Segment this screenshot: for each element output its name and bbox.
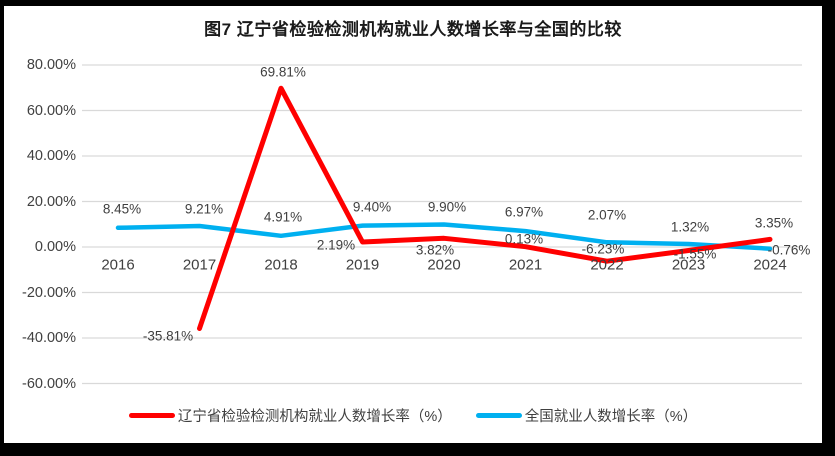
x-axis-tick-label: 2016 bbox=[101, 256, 135, 274]
y-axis-tick-label: -20.00% bbox=[21, 284, 76, 301]
x-axis-tick-label: 2020 bbox=[427, 256, 461, 274]
national-series-line bbox=[115, 222, 773, 251]
y-axis-tick-label: -60.00% bbox=[21, 375, 76, 392]
x-axis-tick-label: 2022 bbox=[590, 256, 624, 274]
data-label: -35.81% bbox=[142, 328, 194, 344]
data-label: 9.21% bbox=[184, 201, 224, 217]
legend: 辽宁省检验检测机构就业人数增长率（%） 全国就业人数增长率（%） bbox=[4, 405, 822, 426]
data-label: 69.81% bbox=[260, 64, 306, 80]
y-axis-tick-label: 60.00% bbox=[26, 102, 76, 119]
legend-item-liaoning: 辽宁省检验检测机构就业人数增长率（%） bbox=[128, 405, 452, 426]
data-label: 1.32% bbox=[670, 219, 710, 235]
x-axis-tick-label: 2019 bbox=[345, 256, 380, 274]
legend-label-liaoning: 辽宁省检验检测机构就业人数增长率（%） bbox=[177, 409, 452, 425]
chart-canvas: 图7 辽宁省检验检测机构就业人数增长率与全国的比较 80.00% 60.00% 40… bbox=[4, 6, 822, 443]
data-label: 4.91% bbox=[263, 209, 303, 225]
data-label: 2.19% bbox=[316, 237, 356, 253]
x-axis-tick-label: 2017 bbox=[182, 256, 217, 274]
data-label: 6.97% bbox=[504, 204, 544, 220]
data-label: -0.76% bbox=[767, 242, 811, 258]
x-axis-tick-label: 2021 bbox=[508, 256, 543, 274]
data-label: 3.35% bbox=[754, 215, 794, 231]
y-axis-tick-label: 40.00% bbox=[26, 148, 76, 164]
legend-label-national: 全国就业人数增长率（%） bbox=[524, 409, 698, 425]
data-label: 3.82% bbox=[415, 242, 455, 258]
legend-item-national: 全国就业人数增长率（%） bbox=[475, 405, 698, 426]
y-axis-tick-label: 80.00% bbox=[26, 57, 76, 73]
national-line-swatch bbox=[475, 413, 522, 418]
x-axis-tick-label: 2024 bbox=[753, 256, 787, 274]
x-axis-tick-label: 2023 bbox=[671, 256, 706, 274]
liaoning-series-line bbox=[197, 85, 773, 331]
data-label: 9.90% bbox=[427, 199, 467, 215]
data-label: 2.07% bbox=[587, 207, 627, 223]
data-label: -1.55% bbox=[673, 246, 717, 262]
data-label: 0.13% bbox=[504, 231, 544, 247]
data-label: 8.45% bbox=[102, 201, 142, 217]
x-axis-tick-label: 2018 bbox=[264, 256, 298, 274]
data-label: 9.40% bbox=[352, 199, 392, 215]
chart-title: 图7 辽宁省检验检测机构就业人数增长率与全国的比较 bbox=[204, 20, 622, 39]
y-axis-tick-label: -40.00% bbox=[21, 330, 76, 346]
y-axis-tick-label: 20.00% bbox=[26, 193, 76, 210]
liaoning-line-swatch bbox=[128, 413, 175, 418]
line-chart-plot bbox=[82, 64, 802, 385]
y-axis-tick-label: 0.00% bbox=[34, 239, 76, 255]
data-label: -6.23% bbox=[581, 241, 625, 257]
